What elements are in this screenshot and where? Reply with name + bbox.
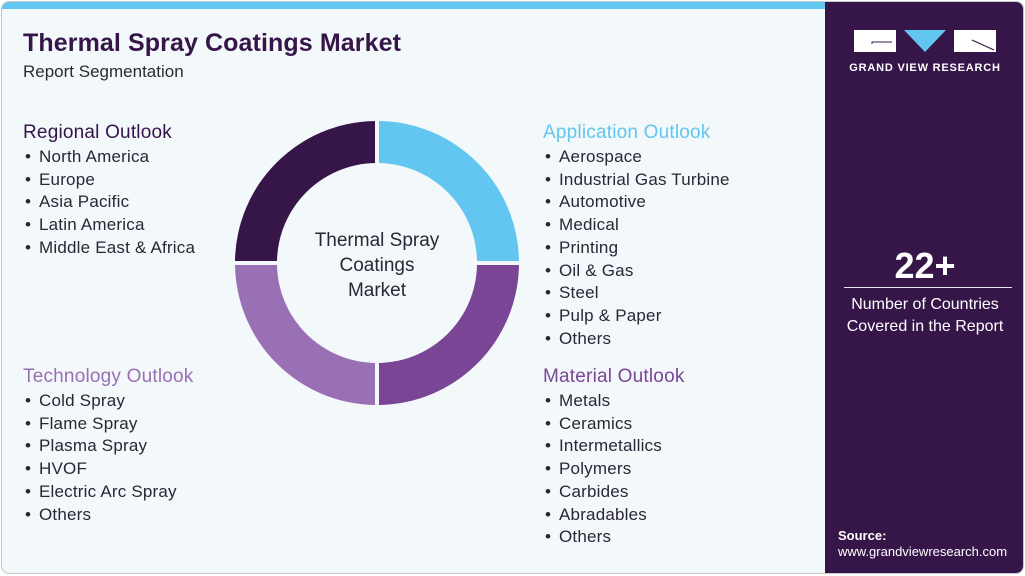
segmentation-donut-chart xyxy=(235,121,519,405)
donut-segment-technology xyxy=(235,265,375,405)
countries-count: 22+ xyxy=(894,245,956,286)
list-item: Aerospace xyxy=(543,146,730,169)
list-item: Steel xyxy=(543,282,730,305)
list-item: Cold Spray xyxy=(23,390,193,413)
regional-outlook-section: Regional Outlook North America Europe As… xyxy=(23,122,195,260)
list-item: Printing xyxy=(543,237,730,260)
donut-segment-application xyxy=(379,121,519,261)
list-item: Oil & Gas xyxy=(543,260,730,283)
list-item: Industrial Gas Turbine xyxy=(543,169,730,192)
list-item: Middle East & Africa xyxy=(23,237,195,260)
center-label-line: Coatings xyxy=(339,255,415,276)
technology-outlook-heading: Technology Outlook xyxy=(23,366,194,387)
list-item: Abradables xyxy=(543,504,685,527)
application-outlook-list: Aerospace Industrial Gas Turbine Automot… xyxy=(543,146,730,350)
material-outlook-list: Metals Ceramics Intermetallics Polymers … xyxy=(543,390,685,549)
regional-outlook-list: North America Europe Asia Pacific Latin … xyxy=(23,146,195,260)
donut-center-label: Thermal Spray Coatings Market xyxy=(292,228,462,303)
list-item: Metals xyxy=(543,390,685,413)
list-item: Polymers xyxy=(543,458,685,481)
application-outlook-heading: Application Outlook xyxy=(543,122,711,143)
technology-outlook-list: Cold Spray Flame Spray Plasma Spray HVOF… xyxy=(23,390,193,526)
list-item: Others xyxy=(23,504,193,527)
list-item: Flame Spray xyxy=(23,413,193,436)
list-item: Intermetallics xyxy=(543,435,685,458)
list-item: Asia Pacific xyxy=(23,191,195,214)
application-outlook-section: Application Outlook Aerospace Industrial… xyxy=(543,122,730,350)
grand-view-research-logo-icon xyxy=(854,30,996,52)
list-item: North America xyxy=(23,146,195,169)
regional-outlook-heading: Regional Outlook xyxy=(23,122,172,143)
source-label: Source: xyxy=(838,528,887,543)
center-label-line: Thermal Spray xyxy=(314,230,440,251)
material-outlook-section: Material Outlook Metals Ceramics Interme… xyxy=(543,366,685,549)
list-item: Ceramics xyxy=(543,413,685,436)
page-subtitle: Report Segmentation xyxy=(23,62,184,81)
donut-segment-regional xyxy=(235,121,375,261)
stat-divider xyxy=(844,287,1012,288)
source-url: www.grandviewresearch.com xyxy=(838,544,1008,559)
donut-segment-material xyxy=(379,265,519,405)
page-title: Thermal Spray Coatings Market xyxy=(23,29,402,57)
list-item: Others xyxy=(543,328,730,351)
countries-count-label: Number of Countries Covered in the Repor… xyxy=(825,294,1023,338)
material-outlook-heading: Material Outlook xyxy=(543,366,685,387)
list-item: Automotive xyxy=(543,191,730,214)
list-item: Latin America xyxy=(23,214,195,237)
list-item: Carbides xyxy=(543,481,685,504)
list-item: Others xyxy=(543,526,685,549)
list-item: Medical xyxy=(543,214,730,237)
list-item: HVOF xyxy=(23,458,193,481)
list-item: Pulp & Paper xyxy=(543,305,730,328)
top-accent-bar xyxy=(2,2,825,9)
logo-wordmark: GRAND VIEW RESEARCH xyxy=(849,62,1001,74)
brand-sidebar xyxy=(825,2,1023,573)
list-item: Plasma Spray xyxy=(23,435,193,458)
list-item: Electric Arc Spray xyxy=(23,481,193,504)
stat-label-line: Covered in the Report xyxy=(846,318,1004,335)
center-label-line: Market xyxy=(347,280,407,301)
technology-outlook-section: Technology Outlook Cold Spray Flame Spra… xyxy=(23,366,193,526)
stat-label-line: Number of Countries xyxy=(851,296,999,313)
list-item: Europe xyxy=(23,169,195,192)
